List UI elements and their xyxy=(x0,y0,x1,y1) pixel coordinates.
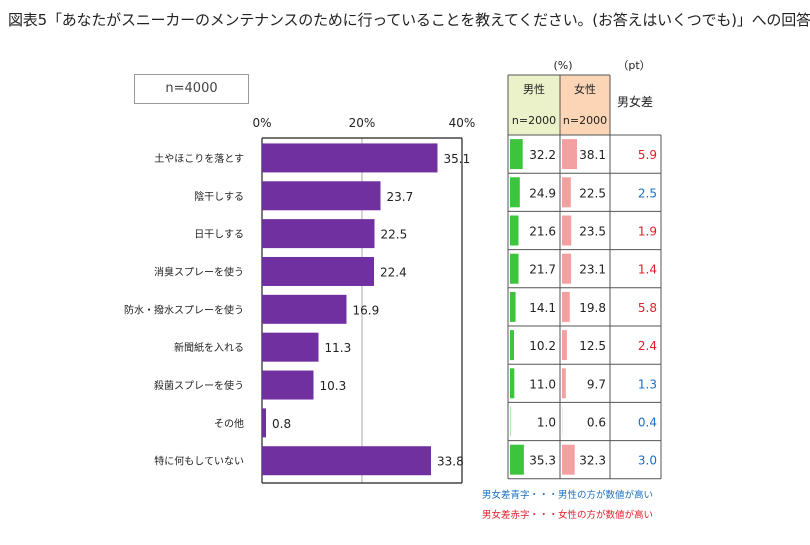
male-value: 10.2 xyxy=(529,339,556,353)
table-grid xyxy=(507,74,662,480)
x-tick-label: 20% xyxy=(349,116,376,130)
diff-value: 1.3 xyxy=(638,377,657,391)
female-n: n=2000 xyxy=(563,114,607,127)
female-value: 19.8 xyxy=(579,301,606,315)
female-value: 23.5 xyxy=(579,225,606,239)
bar xyxy=(262,446,431,476)
chart-title: 図表5「あなたがスニーカーのメンテナンスのために行っていることを教えてください。… xyxy=(8,11,810,29)
male-value: 21.7 xyxy=(529,263,556,277)
female-value: 38.1 xyxy=(579,148,606,162)
female-value: 12.5 xyxy=(579,339,606,353)
female-value: 32.3 xyxy=(579,454,606,468)
male-mini-bar xyxy=(510,215,519,246)
bar-value-label: 33.8 xyxy=(437,455,464,469)
bar-value-label: 35.1 xyxy=(444,152,471,166)
category-label: 殺菌スプレーを使う xyxy=(154,379,244,392)
male-header: 男性 xyxy=(523,82,545,96)
category-label: 消臭スプレーを使う xyxy=(154,265,244,278)
male-header-cell xyxy=(508,75,560,135)
diff-value: 0.4 xyxy=(638,416,657,430)
female-mini-bar xyxy=(562,291,570,322)
bar xyxy=(262,143,438,173)
male-mini-bar xyxy=(510,253,519,284)
diff-value: 5.8 xyxy=(638,301,657,315)
category-label: 土やほこりを落とす xyxy=(154,152,244,165)
bar-value-label: 22.4 xyxy=(380,265,407,279)
male-mini-bar xyxy=(510,139,523,170)
legend-note-blue: 男女差青字・・・男性の方が数値が高い xyxy=(482,489,653,501)
male-value: 35.3 xyxy=(529,454,556,468)
female-mini-bar xyxy=(562,330,567,361)
male-mini-bar xyxy=(510,291,516,322)
female-value: 9.7 xyxy=(587,377,606,391)
diff-header: 男女差 xyxy=(617,94,653,109)
male-value: 32.2 xyxy=(529,148,556,162)
bar xyxy=(262,294,347,324)
male-mini-bar xyxy=(510,330,515,361)
male-n: n=2000 xyxy=(512,114,556,127)
male-value: 14.1 xyxy=(529,301,556,315)
category-label: その他 xyxy=(214,417,244,430)
female-mini-bar xyxy=(562,177,571,208)
diff-value: 2.5 xyxy=(638,186,657,200)
female-header: 女性 xyxy=(574,82,596,96)
bar xyxy=(262,408,266,438)
bar-value-label: 10.3 xyxy=(320,379,347,393)
unit-percent-label: (%) xyxy=(553,59,572,72)
category-label: 防水・撥水スプレーを使う xyxy=(124,303,244,316)
sample-size-box: n=4000 xyxy=(134,74,249,104)
female-value: 23.1 xyxy=(579,263,606,277)
x-tick-label: 0% xyxy=(252,116,271,130)
female-value: 0.6 xyxy=(587,416,606,430)
bar-value-label: 11.3 xyxy=(325,341,352,355)
bar-value-label: 16.9 xyxy=(353,303,380,317)
bar xyxy=(262,219,375,249)
male-value: 1.0 xyxy=(537,416,556,430)
female-mini-bar xyxy=(562,253,572,284)
diff-value: 1.9 xyxy=(638,225,657,239)
female-mini-bar xyxy=(562,139,577,170)
bar xyxy=(262,370,314,400)
bar xyxy=(262,181,381,211)
male-value: 11.0 xyxy=(529,377,556,391)
category-label: 陰干しする xyxy=(194,190,244,203)
female-header-cell xyxy=(560,75,610,135)
x-tick-label: 40% xyxy=(449,116,476,130)
female-mini-bar xyxy=(562,444,575,475)
bar xyxy=(262,256,374,286)
female-mini-bar xyxy=(562,215,572,246)
category-label: 新聞紙を入れる xyxy=(174,341,244,354)
male-mini-bar xyxy=(510,368,515,399)
male-value: 24.9 xyxy=(529,186,556,200)
male-mini-bar xyxy=(510,444,524,475)
female-value: 22.5 xyxy=(579,186,606,200)
bar xyxy=(262,332,319,362)
male-mini-bar xyxy=(510,177,520,208)
diff-value: 5.9 xyxy=(638,148,657,162)
legend-note-red: 男女差赤字・・・女性の方が数値が高い xyxy=(482,509,653,521)
bar-value-label: 0.8 xyxy=(272,417,291,431)
gender-table: (%) （pt） 男性 n=2000 女性 n=2000 男女差 32.2 38.… xyxy=(507,59,662,480)
main-bar-chart: 0% 20% 40% 土やほこりを落とす 35.1 陰干しする 23.7 日干しする 22.5 消… xyxy=(124,116,476,484)
male-value: 21.6 xyxy=(529,225,556,239)
female-mini-bar xyxy=(562,368,566,399)
diff-value: 1.4 xyxy=(638,263,657,277)
category-label: 特に何もしていない xyxy=(154,455,244,468)
diff-value: 3.0 xyxy=(638,454,657,468)
diff-value: 2.4 xyxy=(638,339,657,353)
bar-value-label: 23.7 xyxy=(387,190,414,204)
unit-pt-label: （pt） xyxy=(617,59,650,72)
bar-value-label: 22.5 xyxy=(381,228,408,242)
category-label: 日干しする xyxy=(194,229,244,241)
